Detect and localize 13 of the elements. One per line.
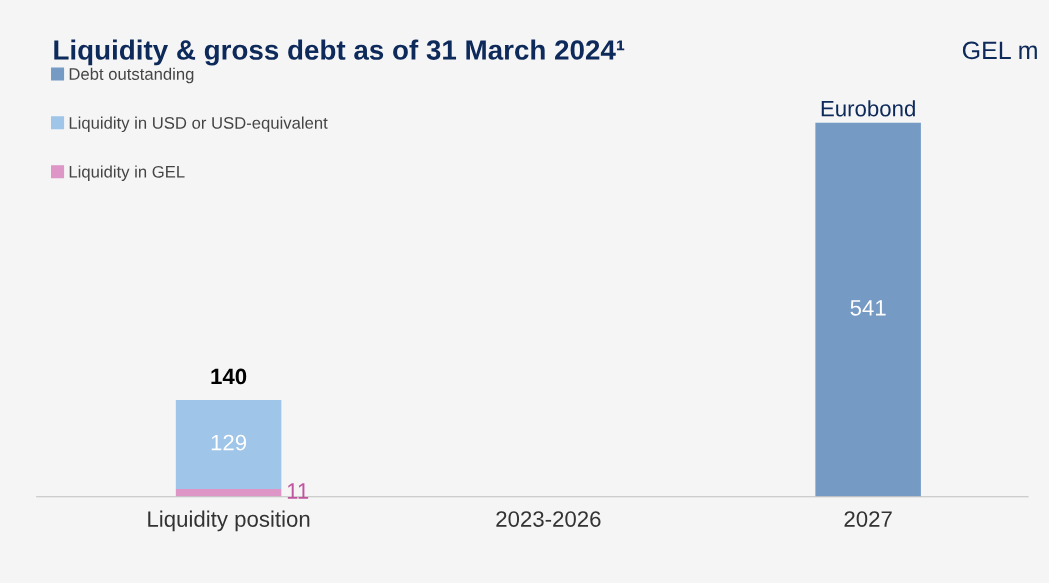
annotation: Eurobond	[821, 100, 915, 117]
data-label: 541	[850, 300, 886, 316]
data-label: 11	[287, 483, 309, 499]
data-label: 129	[211, 434, 247, 451]
legend-label: Liquidity in USD or USD-equivalent	[69, 116, 328, 133]
text: GEL m	[962, 41, 1037, 60]
x-tick-label: 2027	[844, 511, 892, 527]
chart-title: Liquidity & gross debt as of 31 March 2024¹	[54, 39, 625, 66]
legend-label: Debt outstanding	[69, 67, 194, 84]
legend-label: Liquidity in GEL	[69, 165, 185, 181]
x-tick-label: 2023-2026	[496, 511, 601, 527]
x-tick-label: Liquidity position	[148, 510, 310, 532]
total-label: 140	[211, 368, 247, 385]
